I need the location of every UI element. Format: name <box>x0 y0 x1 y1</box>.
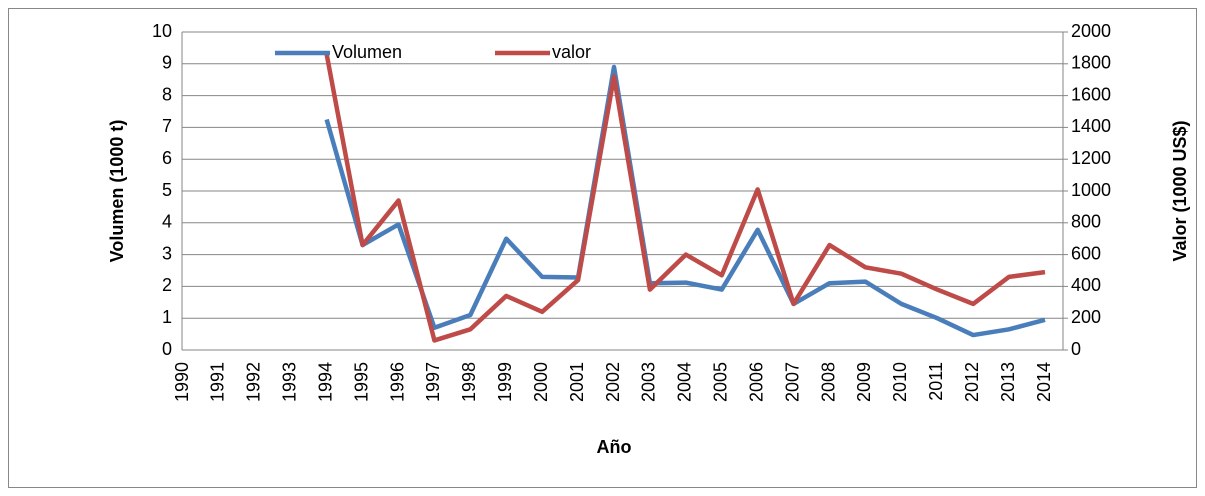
x-tick-label: 2004 <box>675 362 695 402</box>
x-tick-label: 1995 <box>351 362 371 402</box>
y2-tick-label: 1800 <box>1071 53 1111 73</box>
y2-tick-label: 800 <box>1071 212 1101 232</box>
x-tick-label: 2012 <box>962 362 982 402</box>
y-tick-label: 4 <box>162 212 172 232</box>
x-tick-label: 2003 <box>639 362 659 402</box>
y2-tick-label: 1400 <box>1071 116 1111 136</box>
y2-tick-label: 400 <box>1071 275 1101 295</box>
y-tick-label: 9 <box>162 53 172 73</box>
y2-tick-label: 1000 <box>1071 180 1111 200</box>
legend-label: Volumen <box>332 42 402 62</box>
y2-tick-label: 0 <box>1071 339 1081 359</box>
y-axis-title: Volumen (1000 t) <box>107 120 127 263</box>
x-tick-label: 2009 <box>854 362 874 402</box>
x-tick-label: 1997 <box>423 362 443 402</box>
chart-frame <box>8 8 1197 488</box>
y-tick-label: 0 <box>162 339 172 359</box>
x-tick-label: 2001 <box>567 362 587 402</box>
series-line <box>324 64 1046 338</box>
x-tick-label: 1991 <box>208 362 228 402</box>
x-tick-label: 2005 <box>711 362 731 402</box>
x-tick-label: 2002 <box>603 362 623 402</box>
x-tick-label: 2013 <box>998 362 1018 402</box>
x-tick-label: 2010 <box>890 362 910 402</box>
y2-tick-label: 1600 <box>1071 84 1111 104</box>
x-tick-label: 1993 <box>280 362 300 402</box>
y-tick-label: 10 <box>152 21 172 41</box>
x-tick-label: 1992 <box>244 362 264 402</box>
series-line <box>324 53 1046 343</box>
x-tick-label: 1994 <box>315 362 335 402</box>
x-tick-label: 1996 <box>387 362 407 402</box>
y2-axis-title: Valor (1000 US$) <box>1170 120 1190 261</box>
x-tick-label: 2007 <box>782 362 802 402</box>
x-tick-label: 2000 <box>531 362 551 402</box>
x-axis-title: Año <box>597 437 632 457</box>
x-tick-label: 1999 <box>495 362 515 402</box>
y-tick-label: 6 <box>162 148 172 168</box>
y-tick-label: 2 <box>162 275 172 295</box>
x-tick-label: 2008 <box>818 362 838 402</box>
y-tick-label: 7 <box>162 116 172 136</box>
y2-tick-label: 600 <box>1071 243 1101 263</box>
y-tick-label: 3 <box>162 243 172 263</box>
y2-tick-label: 200 <box>1071 307 1101 327</box>
x-tick-label: 2006 <box>746 362 766 402</box>
y-tick-label: 5 <box>162 180 172 200</box>
y2-tick-label: 2000 <box>1071 21 1111 41</box>
x-tick-label: 1998 <box>459 362 479 402</box>
y2-tick-label: 1200 <box>1071 148 1111 168</box>
y-tick-label: 1 <box>162 307 172 327</box>
x-tick-label: 1990 <box>172 362 192 402</box>
y-tick-label: 8 <box>162 84 172 104</box>
legend-label: valor <box>552 42 591 62</box>
x-tick-label: 2014 <box>1034 362 1054 402</box>
x-tick-label: 2011 <box>926 362 946 401</box>
